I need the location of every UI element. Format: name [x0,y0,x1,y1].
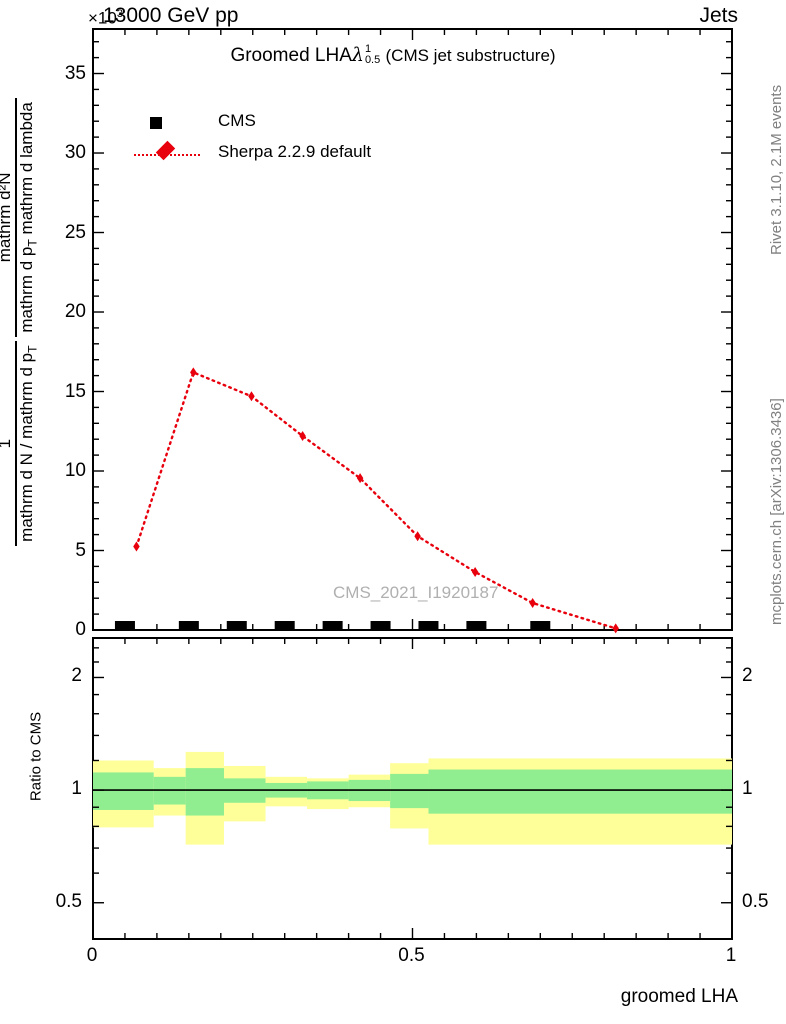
ratio-y-tick-labels-right: 0.5 1 2 [738,637,786,940]
y-axis-numerator-2: mathrm d²N [0,172,14,263]
x-tick-label: 0 [86,945,98,966]
y-tick-label-main: 15 [64,380,86,402]
plot-title: Groomed LHAλ 1 0.5 (CMS jet substructure) [0,42,786,67]
legend-label-sherpa: Sherpa 2.2.9 default [218,142,372,161]
ratio-y-tick-label-right: 2 [742,665,753,687]
mcplots-reference-annotation: mcplots.cern.ch [arXiv:1306.3436] [768,398,785,625]
plot-title-tail: (CMS jet substructure) [385,46,556,65]
y-axis-numerator: 1 [0,341,15,545]
square-marker-icon [150,117,162,129]
y-tick-label-main: 5 [75,539,86,561]
analysis-category-label: Jets [699,4,738,27]
main-plot-frame [92,28,733,631]
y-axis-denominator-2: mathrm d pT mathrm d lambda [14,98,39,337]
y-axis-exponent: ×103 [88,8,123,28]
legend-label-cms: CMS [218,111,256,130]
x-tick-label: 1 [725,945,737,966]
ratio-y-tick-label-right: 1 [742,778,753,800]
y-axis-denominator: mathrm d N / mathrm d pT [14,341,39,546]
lambda-symbol: λ [351,44,364,66]
analysis-id-watermark: CMS_2021_I1920187 [333,583,499,602]
y-axis-fraction: 1 mathrm d N / mathrm d pT [0,341,39,546]
y-axis-tick-labels-main: 0 5 10 15 20 25 30 35 [36,28,86,640]
plot-title-main: Groomed LHA [230,45,352,66]
x-axis-title: groomed LHA [620,986,738,1007]
ratio-axis-title: Ratio to CMS [27,711,45,802]
ratio-y-tick-label: 2 [71,665,82,687]
x-axis-tick-labels: 0 0.5 1 [87,945,737,971]
ratio-y-tick-label: 1 [71,778,82,800]
y-axis-fraction-2: mathrm d²N mathrm d pT mathrm d lambda [0,98,39,337]
y-tick-label-main: 10 [64,460,86,481]
y-tick-label-main: 20 [64,301,86,322]
lambda-indices: 1 0.5 [364,42,381,66]
y-tick-label-main: 35 [64,62,86,84]
beam-energy-label: 13000 GeV pp [103,4,239,27]
y-tick-label-main: 25 [64,221,86,243]
ratio-plot-frame [92,637,733,940]
ratio-y-tick-labels-left: 0.5 1 2 [30,637,86,940]
y-tick-label-main: 0 [75,619,86,640]
y-tick-label-main: 30 [64,142,86,164]
ratio-y-tick-label: 0.5 [55,890,82,912]
rivet-version-annotation: Rivet 3.1.10, 2.1M events [768,84,785,255]
ratio-y-tick-label-right: 0.5 [742,890,769,912]
y-axis-title-main: 1 mathrm d N / mathrm d pT mathrm d²N ma… [0,22,39,622]
x-tick-label: 0.5 [398,945,425,966]
